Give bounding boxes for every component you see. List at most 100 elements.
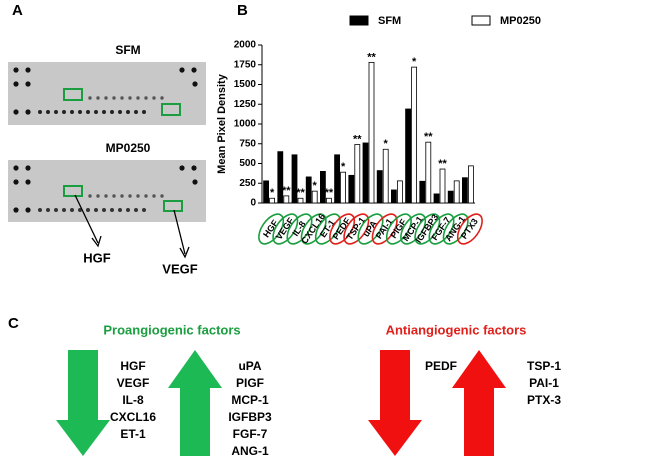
significance: * xyxy=(270,187,275,199)
factor-name: FGF-7 xyxy=(233,427,268,441)
bar xyxy=(325,197,332,204)
bar xyxy=(277,151,284,204)
category-oval xyxy=(385,213,412,245)
arrowhead xyxy=(91,235,102,248)
significance: ** xyxy=(353,133,362,145)
panel-label: B xyxy=(237,2,248,19)
spot xyxy=(13,179,19,185)
spot xyxy=(179,67,185,73)
membrane-label: MP0250 xyxy=(106,141,151,155)
up-arrow xyxy=(452,350,506,456)
spot xyxy=(13,67,19,73)
bar xyxy=(269,197,276,204)
factor-name: IL-8 xyxy=(122,393,144,407)
spot xyxy=(70,110,74,114)
significance: ** xyxy=(424,131,433,143)
y-tick-label: 1500 xyxy=(234,79,257,90)
y-tick-label: 1250 xyxy=(234,99,257,110)
spot xyxy=(62,110,66,114)
significance: ** xyxy=(325,187,334,199)
category-oval xyxy=(414,213,441,245)
bar xyxy=(348,174,355,204)
spot xyxy=(112,194,116,198)
category-oval xyxy=(314,213,341,245)
highlight-box xyxy=(163,200,183,212)
spot xyxy=(46,208,50,212)
spot xyxy=(110,110,114,114)
membrane xyxy=(8,160,206,222)
bar xyxy=(411,66,418,204)
spot xyxy=(152,194,156,198)
spot xyxy=(25,67,31,73)
bar xyxy=(354,144,361,204)
spot xyxy=(94,208,98,212)
bar xyxy=(461,177,468,204)
callout-line xyxy=(74,194,99,244)
spot xyxy=(54,110,58,114)
factor-lists: HGF VEGF IL-8 CXCL16 ET-1 uPA PIGF MCP-1 IGFBP3 F… xyxy=(110,359,561,458)
spot xyxy=(25,165,31,171)
factor-name: MCP-1 xyxy=(231,393,269,407)
significance: ** xyxy=(282,185,291,197)
spot xyxy=(46,110,50,114)
spot xyxy=(13,109,19,115)
up-arrow xyxy=(168,350,222,456)
bar xyxy=(425,141,432,204)
y-tick-label: 0 xyxy=(250,198,256,209)
membrane-label: SFM xyxy=(115,43,140,57)
spot xyxy=(38,208,42,212)
bar xyxy=(283,195,290,204)
factor-name: PIGF xyxy=(236,376,264,390)
callout-label: VEGF xyxy=(162,261,197,276)
spot xyxy=(13,207,19,213)
significance: ** xyxy=(296,187,305,199)
section-title: Antiangiogenic factors xyxy=(386,322,527,337)
spot xyxy=(25,109,31,115)
spot xyxy=(192,81,198,87)
spot xyxy=(96,194,100,198)
category-oval xyxy=(357,213,384,245)
bar xyxy=(396,180,403,204)
legend-label: SFM xyxy=(378,15,401,27)
spot xyxy=(126,110,130,114)
spot xyxy=(179,165,185,171)
factor-name: HGF xyxy=(120,359,145,373)
spot xyxy=(152,96,156,100)
y-tick-label: 750 xyxy=(239,138,256,149)
category-oval xyxy=(258,213,285,245)
spot xyxy=(120,194,124,198)
spot xyxy=(120,96,124,100)
spot xyxy=(86,110,90,114)
spot xyxy=(142,208,146,212)
significance: ** xyxy=(438,158,447,170)
spot xyxy=(134,110,138,114)
category-oval xyxy=(456,213,483,245)
spot xyxy=(191,165,197,171)
factor-name: uPA xyxy=(238,359,261,373)
bar xyxy=(433,193,440,204)
bar xyxy=(405,108,412,204)
bar xyxy=(305,176,312,204)
bar xyxy=(319,170,326,204)
spot xyxy=(62,208,66,212)
section-title: Proangiogenic factors xyxy=(103,322,240,337)
bar xyxy=(334,154,341,204)
significance: * xyxy=(412,56,417,68)
spot xyxy=(192,179,198,185)
highlight-box xyxy=(63,185,83,197)
callout-label: HGF xyxy=(83,250,111,265)
spot xyxy=(128,194,132,198)
bar xyxy=(419,180,426,204)
spot xyxy=(78,110,82,114)
spot xyxy=(118,110,122,114)
spot xyxy=(96,96,100,100)
panel-label: A xyxy=(12,2,23,19)
spot xyxy=(112,96,116,100)
spot xyxy=(160,96,164,100)
factor-name: ANG-1 xyxy=(231,444,269,458)
spot xyxy=(25,207,31,213)
spot xyxy=(25,179,31,185)
spot xyxy=(102,208,106,212)
factor-name: TSP-1 xyxy=(527,359,561,373)
